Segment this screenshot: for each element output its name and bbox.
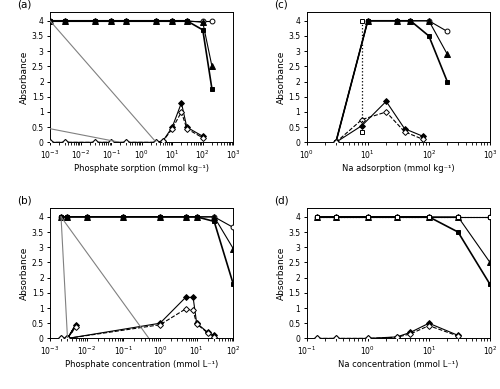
X-axis label: Na adsorption (mmol kg⁻¹): Na adsorption (mmol kg⁻¹) — [342, 164, 454, 173]
X-axis label: Phosphate concentration (mmol L⁻¹): Phosphate concentration (mmol L⁻¹) — [65, 360, 218, 369]
Y-axis label: Absorbance: Absorbance — [276, 50, 285, 104]
Text: (a): (a) — [17, 0, 32, 9]
Text: (b): (b) — [17, 195, 32, 205]
Y-axis label: Absorbance: Absorbance — [276, 246, 285, 300]
X-axis label: Phosphate sorption (mmol kg⁻¹): Phosphate sorption (mmol kg⁻¹) — [74, 164, 209, 173]
Y-axis label: Absorbance: Absorbance — [20, 50, 29, 104]
X-axis label: Na concentration (mmol L⁻¹): Na concentration (mmol L⁻¹) — [338, 360, 458, 369]
Text: (d): (d) — [274, 195, 288, 205]
Text: (c): (c) — [274, 0, 287, 9]
Y-axis label: Absorbance: Absorbance — [20, 246, 29, 300]
